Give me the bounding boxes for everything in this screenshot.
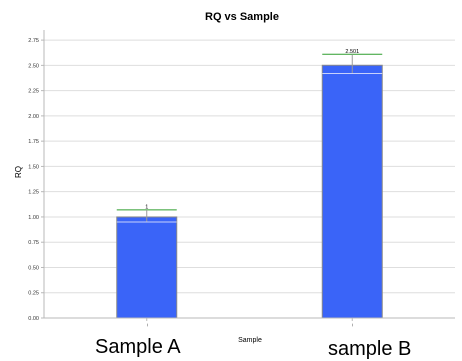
tick-labels: 0.00 0.25 0.50 0.75 1.00 1.25 1.50 1.75 2.00 2.25… bbox=[28, 38, 356, 327]
bar bbox=[116, 216, 178, 319]
data-label: 1 bbox=[145, 204, 148, 210]
y-tick-label: 2.00 bbox=[28, 114, 39, 120]
y-tick-label: 0.00 bbox=[28, 316, 39, 322]
y-axis-label: RQ bbox=[14, 166, 23, 178]
y-tick-label: 2.75 bbox=[28, 38, 39, 44]
x-tick-label: − bbox=[350, 323, 356, 326]
chart-title: RQ vs Sample bbox=[205, 11, 279, 23]
y-tick-label: 0.50 bbox=[28, 265, 39, 271]
axes bbox=[41, 30, 455, 321]
bars: 1 2.501 bbox=[116, 49, 383, 319]
x-tick-label: − bbox=[145, 323, 151, 326]
y-tick-label: 2.25 bbox=[28, 89, 39, 95]
sample-a-annotation: Sample A bbox=[95, 336, 181, 358]
y-tick-label: 0.75 bbox=[28, 240, 39, 246]
y-tick-label: 1.25 bbox=[28, 190, 39, 196]
x-axis-label: Sample bbox=[238, 337, 262, 344]
y-tick-label: 1.50 bbox=[28, 164, 39, 170]
grid-lines bbox=[44, 39, 455, 294]
y-tick-label: 1.00 bbox=[28, 215, 39, 221]
data-label: 2.501 bbox=[345, 49, 359, 55]
y-tick-label: 1.75 bbox=[28, 139, 39, 145]
y-tick-label: 2.50 bbox=[28, 63, 39, 69]
bar bbox=[321, 64, 383, 319]
y-tick-label: 0.25 bbox=[28, 291, 39, 297]
sample-b-annotation: sample B bbox=[328, 338, 412, 360]
